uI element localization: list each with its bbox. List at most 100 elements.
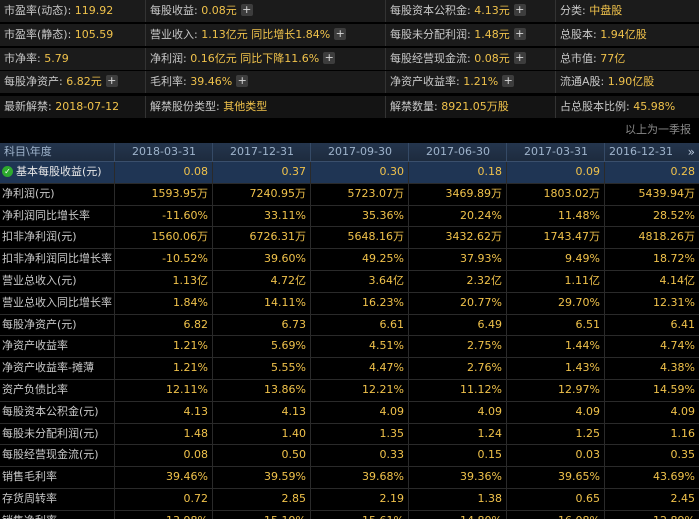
table-row[interactable]: 净资产收益率 1.21% 5.69% 4.51% 2.75% 1.44% 4.74% bbox=[0, 336, 699, 359]
net-profit-add-button[interactable]: + bbox=[323, 51, 336, 64]
revenue-label: 营业收入: bbox=[150, 28, 198, 41]
row-label-text: 每股净资产(元) bbox=[2, 317, 77, 331]
table-cell: 39.68% bbox=[362, 470, 404, 484]
table-cell: 43.69% bbox=[653, 470, 695, 484]
table-cell: 4.09 bbox=[477, 404, 503, 418]
undistributed-profit-label: 每股未分配利润: bbox=[390, 28, 471, 41]
table-cell: 2.75% bbox=[467, 339, 502, 353]
undistributed-profit-add-button[interactable]: + bbox=[513, 27, 526, 40]
table-cell: 4.72亿 bbox=[270, 273, 307, 287]
table-cell: 0.37 bbox=[281, 165, 307, 178]
row-label-text: 净资产收益率 bbox=[2, 339, 68, 353]
table-cell: 1.40 bbox=[281, 426, 307, 440]
gross-margin-value: 39.46% bbox=[190, 75, 233, 88]
table-cell: 0.03 bbox=[575, 448, 601, 462]
roe-value: 1.21% bbox=[463, 75, 499, 88]
table-cell: 37.93% bbox=[460, 252, 502, 266]
table-cell: 5648.16万 bbox=[347, 230, 405, 244]
table-row[interactable]: 营业总收入同比增长率 1.84% 14.11% 16.23% 20.77% 29.70% 1… bbox=[0, 292, 699, 315]
revenue-add-button[interactable]: + bbox=[334, 27, 347, 40]
net-profit-change: 同比下降11.6% bbox=[240, 52, 320, 65]
table-cell: 12.89% bbox=[604, 511, 699, 519]
row-label: 营业总收入(元) bbox=[2, 271, 110, 291]
summary-row: 市盈率(动态): 119.92 每股收益: 0.08元 + 每股资本公积金: 4.… bbox=[0, 0, 699, 22]
table-cell: 1.44% bbox=[565, 339, 600, 353]
check-icon: ✓ bbox=[2, 165, 13, 177]
table-cell: 1.16 bbox=[670, 426, 696, 440]
table-row[interactable]: 销售净利率 13.98%15.19%15.61%14.80%16.08%12.89… bbox=[0, 510, 699, 519]
table-row[interactable]: 扣非净利润同比增长率 -10.52% 39.60% 49.25% 37.93% 9.49%… bbox=[0, 249, 699, 271]
table-cell: 4.74% bbox=[660, 339, 695, 353]
roe-add-button[interactable]: + bbox=[502, 74, 515, 87]
table-cell: 4.14亿 bbox=[659, 273, 696, 287]
float-a-value: 1.90亿股 bbox=[607, 75, 655, 88]
table-row[interactable]: 每股未分配利润(元) 1.48 1.40 1.35 1.24 1.25 1.16 bbox=[0, 423, 699, 446]
nav-add-button[interactable]: + bbox=[105, 74, 118, 87]
capital-reserve-value: 4.13元 bbox=[474, 4, 510, 17]
table-cell: 6.49 bbox=[477, 317, 503, 331]
pe-dynamic-value: 119.92 bbox=[74, 4, 114, 17]
row-label-text: 扣非净利润同比增长率 bbox=[2, 252, 112, 266]
table-cell: 13.98% bbox=[114, 511, 212, 519]
eps-value: 0.08元 bbox=[201, 4, 237, 17]
table-cell: 1.24 bbox=[477, 426, 503, 440]
eps-add-button[interactable]: + bbox=[240, 3, 253, 16]
table-row[interactable]: 营业总收入(元) 1.13亿 4.72亿 3.64亿 2.32亿 1.11亿 4.14亿 bbox=[0, 270, 699, 293]
column-header[interactable]: 2017-09-30 bbox=[310, 143, 409, 161]
eps-label: 每股收益: bbox=[150, 4, 198, 17]
table-cell: 6.73 bbox=[281, 317, 307, 331]
net-profit-label: 净利润: bbox=[150, 52, 187, 65]
table-cell: 39.60% bbox=[264, 252, 306, 266]
revenue-growth: 同比增长1.84% bbox=[251, 28, 331, 41]
column-header[interactable]: 2017-03-31 bbox=[506, 143, 605, 161]
table-cell: 0.09 bbox=[575, 165, 601, 178]
gross-margin-label: 毛利率: bbox=[150, 75, 187, 88]
table-row[interactable]: ✓ 基本每股收益(元) 0.08 0.37 0.30 0.18 0.09 0.28 bbox=[0, 162, 699, 184]
table-row[interactable]: 每股净资产(元) 6.82 6.73 6.61 6.49 6.51 6.41 bbox=[0, 314, 699, 337]
table-cell: 4.13 bbox=[183, 404, 209, 418]
column-header[interactable]: 2016-12-31 bbox=[604, 143, 677, 161]
market-cap-label: 总市值: bbox=[560, 52, 597, 65]
capital-reserve-add-button[interactable]: + bbox=[513, 3, 526, 16]
table-cell: 2.19 bbox=[379, 491, 405, 505]
table-cell: 1.25 bbox=[575, 426, 601, 440]
total-shares-value: 1.94亿股 bbox=[600, 28, 647, 41]
table-cell: 1.38 bbox=[477, 491, 503, 505]
table-row[interactable]: 存货周转率 0.72 2.85 2.19 1.38 0.65 2.45 bbox=[0, 488, 699, 511]
table-cell: 5439.94万 bbox=[638, 186, 696, 200]
table-row[interactable]: 净利润同比增长率 -11.60% 33.11% 35.36% 20.24% 11.48% 2… bbox=[0, 205, 699, 228]
row-label: 资产负债比率 bbox=[2, 380, 110, 400]
pe-dynamic-label: 市盈率(动态): bbox=[4, 4, 72, 17]
table-row[interactable]: 扣非净利润(元) 1560.06万 6726.31万 5648.16万 3432.62万… bbox=[0, 227, 699, 250]
next-columns-icon[interactable]: » bbox=[687, 145, 695, 159]
operating-cashflow-label: 每股经营现金流: bbox=[390, 52, 471, 65]
table-cell: 14.11% bbox=[264, 295, 306, 309]
row-label-text: 营业总收入(元) bbox=[2, 273, 77, 287]
gross-margin-add-button[interactable]: + bbox=[236, 74, 249, 87]
table-cell: 2.85 bbox=[281, 491, 307, 505]
table-cell: 14.59% bbox=[653, 382, 695, 396]
category-label: 分类: bbox=[560, 4, 586, 17]
column-header[interactable]: 2017-06-30 bbox=[408, 143, 507, 161]
table-cell: 4.38% bbox=[660, 361, 695, 375]
row-label-text: 每股未分配利润(元) bbox=[2, 426, 99, 440]
table-cell: 6.51 bbox=[575, 317, 601, 331]
finance-table: 科目\年度 2018-03-31 2017-12-31 2017-09-30 2… bbox=[0, 143, 699, 519]
table-row[interactable]: 净资产收益率-摊薄 1.21% 5.55% 4.47% 2.76% 1.43% 4.38% bbox=[0, 358, 699, 380]
table-row[interactable]: 每股经营现金流(元) 0.08 0.50 0.33 0.15 0.03 0.35 bbox=[0, 445, 699, 468]
table-cell: 4.09 bbox=[575, 404, 601, 418]
table-cell: 5.69% bbox=[271, 339, 306, 353]
table-cell: 1.43% bbox=[565, 361, 600, 375]
table-cell: 7240.95万 bbox=[249, 186, 307, 200]
table-cell: 4.13 bbox=[281, 404, 307, 418]
table-cell: 1593.95万 bbox=[151, 186, 209, 200]
operating-cashflow-add-button[interactable]: + bbox=[513, 51, 526, 64]
column-header[interactable]: 2017-12-31 bbox=[212, 143, 311, 161]
table-row[interactable]: 资产负债比率 12.11% 13.86% 12.21% 11.12% 12.97% 14.5… bbox=[0, 379, 699, 402]
table-row[interactable]: 净利润(元) 1593.95万 7240.95万 5723.07万 3469.89万 18… bbox=[0, 183, 699, 206]
table-row[interactable]: 每股资本公积金(元) 4.13 4.13 4.09 4.09 4.09 4.09 bbox=[0, 401, 699, 424]
column-header[interactable]: 2018-03-31 bbox=[114, 143, 213, 161]
table-row[interactable]: 销售毛利率 39.46% 39.59% 39.68% 39.36% 39.65% 43.69… bbox=[0, 467, 699, 489]
table-cell: 2.32亿 bbox=[466, 273, 503, 287]
row-label-text: 净利润(元) bbox=[2, 186, 55, 200]
